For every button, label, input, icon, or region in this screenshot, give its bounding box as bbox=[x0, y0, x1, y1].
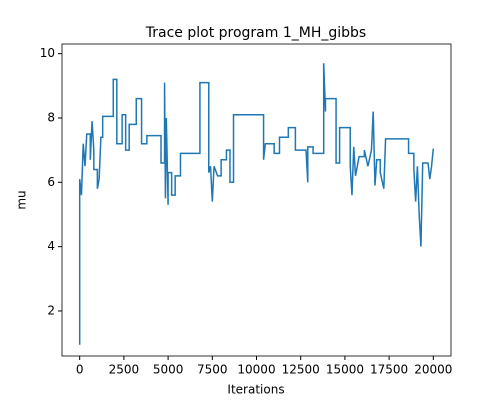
y-tick-label: 10 bbox=[40, 46, 55, 60]
x-tick-label: 0 bbox=[76, 363, 84, 377]
chart-title: Trace plot program 1_MH_gibbs bbox=[145, 25, 366, 41]
x-tick-label: 5000 bbox=[153, 363, 184, 377]
plot-frame bbox=[61, 43, 452, 357]
y-tick-label: 8 bbox=[47, 110, 55, 124]
y-axis-label: mu bbox=[15, 190, 29, 209]
x-tick-label: 12500 bbox=[282, 363, 320, 377]
x-tick-label: 7500 bbox=[197, 363, 228, 377]
y-tick-label: 4 bbox=[47, 239, 55, 253]
x-tick-label: 2500 bbox=[109, 363, 140, 377]
x-tick-label: 20000 bbox=[414, 363, 452, 377]
x-tick-label: 15000 bbox=[326, 363, 364, 377]
trace-line bbox=[78, 63, 435, 345]
x-tick-label: 17500 bbox=[370, 363, 408, 377]
x-axis-label: Iterations bbox=[227, 383, 284, 397]
y-tick-label: 2 bbox=[47, 303, 55, 317]
y-tick-label: 6 bbox=[47, 175, 55, 189]
x-tick-label: 10000 bbox=[237, 363, 275, 377]
